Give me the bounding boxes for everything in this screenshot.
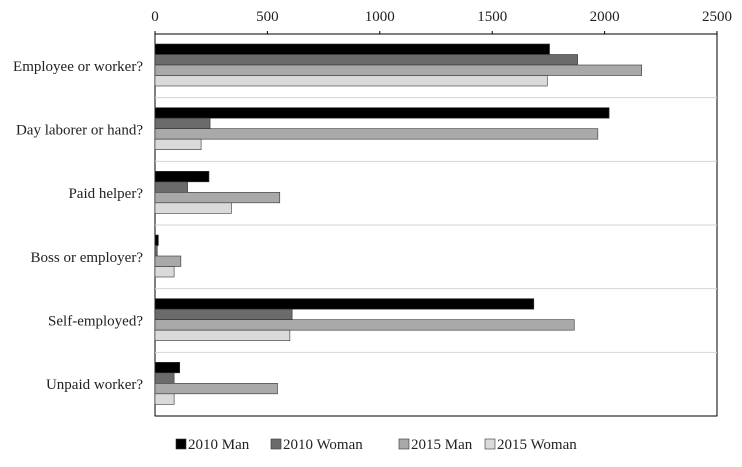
legend-label: 2015 Woman [497, 437, 577, 453]
legend-swatch [175, 438, 187, 450]
category-label: Unpaid worker? [46, 377, 143, 393]
legend-swatch [398, 438, 410, 450]
x-tick-label: 1500 [477, 9, 507, 25]
legend-swatch [270, 438, 282, 450]
bar-2010-woman [154, 117, 211, 129]
category-label: Employee or worker? [13, 59, 143, 75]
x-tick-label: 2500 [702, 9, 732, 25]
x-tick-label: 2000 [590, 9, 620, 25]
bar-2010-woman [154, 181, 188, 193]
bar-2010-man [154, 107, 610, 119]
bar-2015-man [154, 319, 575, 331]
legend-swatch [484, 438, 496, 450]
bar-2010-man [154, 234, 159, 246]
bar-2010-man [154, 43, 550, 55]
bar-2015-woman [154, 393, 175, 405]
category-label: Paid helper? [68, 186, 143, 202]
bar-2010-man [154, 298, 535, 310]
bar-2010-man [154, 171, 210, 183]
bar-2010-woman [154, 308, 293, 320]
bar-2015-man [154, 383, 278, 395]
category-label: Self-employed? [48, 314, 143, 330]
bar-2010-man [154, 362, 181, 374]
category-label: Boss or employer? [31, 250, 144, 266]
x-tick-label: 1000 [365, 9, 395, 25]
bar-2015-woman [154, 75, 548, 87]
bar-2015-woman [154, 138, 202, 150]
x-tick-label: 0 [151, 9, 159, 25]
category-label: Day laborer or hand? [16, 123, 143, 139]
bar-2010-woman [154, 372, 175, 384]
bar-2015-woman [154, 202, 232, 214]
bar-2015-man [154, 255, 182, 267]
bar-2015-man [154, 192, 281, 204]
bar-2015-man [154, 128, 599, 140]
legend-label: 2015 Man [411, 437, 473, 453]
bar-2010-woman [154, 54, 578, 66]
bar-2015-woman [154, 266, 175, 278]
x-tick-label: 500 [256, 9, 279, 25]
bar-2015-man [154, 64, 642, 76]
legend-label: 2010 Woman [283, 437, 363, 453]
bar-2015-woman [154, 329, 291, 341]
legend-label: 2010 Man [188, 437, 250, 453]
bar-2010-woman [154, 245, 158, 257]
